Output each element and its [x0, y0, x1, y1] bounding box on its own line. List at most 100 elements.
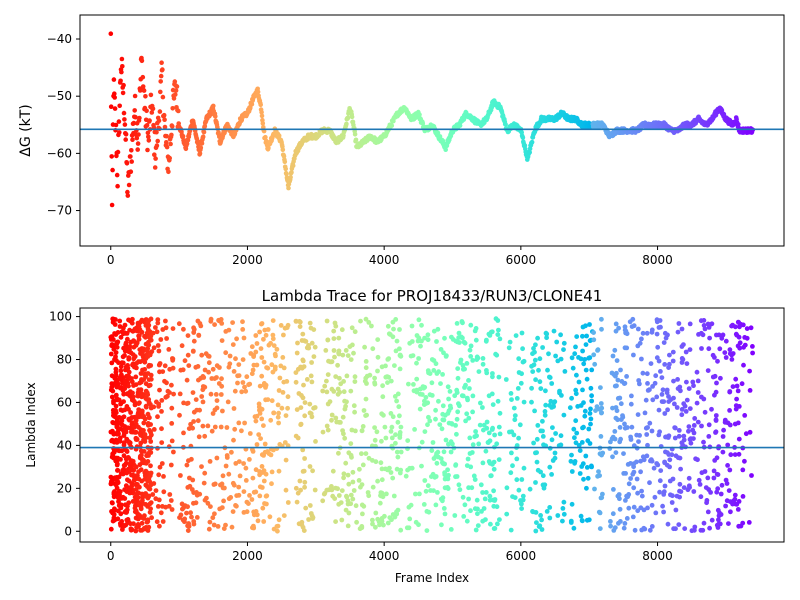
- lambda-point: [113, 477, 119, 482]
- lambda-point: [728, 509, 733, 515]
- lambda-point: [108, 351, 114, 357]
- lambda-point: [259, 355, 265, 360]
- lambda-point: [161, 489, 167, 495]
- y-tick-label: −50: [47, 89, 72, 103]
- lambda-point: [650, 384, 655, 389]
- lambda-point: [540, 473, 546, 479]
- lambda-point: [639, 356, 644, 362]
- lambda-point: [169, 421, 175, 426]
- lambda-point: [231, 437, 236, 443]
- lambda-point: [308, 325, 314, 331]
- lambda-point: [717, 346, 723, 352]
- lambda-point: [359, 525, 365, 531]
- lambda-point: [230, 480, 236, 486]
- lambda-point: [676, 522, 682, 527]
- lambda-point: [312, 344, 318, 350]
- dg-point: [154, 143, 160, 148]
- lambda-point: [169, 507, 175, 512]
- lambda-point: [142, 439, 148, 444]
- lambda-point: [383, 435, 389, 441]
- lambda-point: [280, 355, 286, 360]
- lambda-point: [618, 417, 624, 422]
- lambda-point: [488, 473, 494, 479]
- lambda-point: [205, 423, 211, 429]
- lambda-point: [717, 510, 722, 516]
- lambda-point: [720, 332, 726, 338]
- lambda-point: [395, 507, 401, 513]
- lambda-point: [229, 524, 235, 530]
- lambda-point: [636, 439, 641, 444]
- lambda-point: [359, 482, 365, 487]
- lambda-point: [275, 414, 281, 420]
- lambda-point: [146, 339, 151, 345]
- lambda-point: [437, 422, 443, 427]
- lambda-point: [747, 368, 752, 374]
- lambda-point: [223, 463, 229, 469]
- lambda-point: [120, 471, 126, 477]
- y-tick-label: −40: [47, 32, 72, 46]
- lambda-point: [471, 473, 477, 479]
- lambda-point: [210, 411, 216, 416]
- lambda-point: [723, 338, 729, 344]
- lambda-point: [721, 427, 726, 433]
- lambda-point: [278, 323, 284, 328]
- lambda-point: [342, 435, 348, 441]
- lambda-point: [251, 354, 256, 359]
- lambda-point: [155, 414, 160, 420]
- lambda-point: [304, 377, 310, 382]
- lambda-point: [744, 326, 750, 331]
- lambda-point: [279, 405, 285, 411]
- lambda-point: [561, 347, 566, 352]
- lambda-point: [226, 364, 232, 370]
- dg-point: [258, 102, 264, 108]
- lambda-point: [465, 456, 471, 462]
- lambda-point: [375, 368, 380, 374]
- lambda-point: [163, 318, 168, 324]
- lambda-point: [740, 494, 746, 499]
- lambda-point: [379, 477, 385, 483]
- lambda-point: [332, 320, 338, 326]
- lambda-point: [487, 493, 493, 499]
- lambda-point: [109, 394, 115, 400]
- lambda-point: [672, 435, 678, 441]
- x-tick-label: 8000: [642, 253, 673, 267]
- lambda-point: [261, 453, 266, 458]
- lambda-point: [119, 519, 125, 524]
- lambda-point: [681, 437, 687, 443]
- lambda-point: [613, 450, 619, 455]
- dg-point: [290, 163, 296, 169]
- dg-point: [171, 96, 177, 101]
- lambda-point: [197, 407, 203, 413]
- lambda-point: [268, 340, 273, 346]
- lambda-point: [258, 436, 263, 441]
- lambda-point: [127, 327, 132, 333]
- lambda-point: [281, 513, 287, 518]
- lambda-point: [201, 375, 207, 380]
- lambda-point: [441, 506, 447, 511]
- lambda-point: [244, 374, 250, 380]
- lambda-point: [223, 522, 228, 528]
- lambda-point: [573, 440, 579, 446]
- lambda-point: [303, 339, 309, 344]
- lambda-point: [131, 344, 137, 350]
- dg-point: [132, 108, 137, 113]
- lambda-point: [234, 493, 240, 498]
- lambda-point: [109, 342, 115, 347]
- lambda-point: [454, 321, 460, 326]
- lambda-point: [561, 511, 567, 517]
- lambda-point: [350, 479, 356, 485]
- lambda-point: [416, 335, 422, 341]
- lambda-point: [114, 440, 120, 445]
- lambda-point: [385, 323, 391, 329]
- lambda-point: [533, 528, 539, 534]
- lambda-point: [656, 358, 662, 364]
- lambda-point: [253, 333, 259, 338]
- lambda-point: [453, 462, 459, 468]
- lambda-point: [511, 405, 517, 411]
- lambda-point: [341, 475, 346, 481]
- lambda-point: [457, 487, 463, 493]
- lambda-point: [119, 415, 125, 421]
- lambda-point: [397, 346, 402, 352]
- lambda-point: [468, 508, 473, 514]
